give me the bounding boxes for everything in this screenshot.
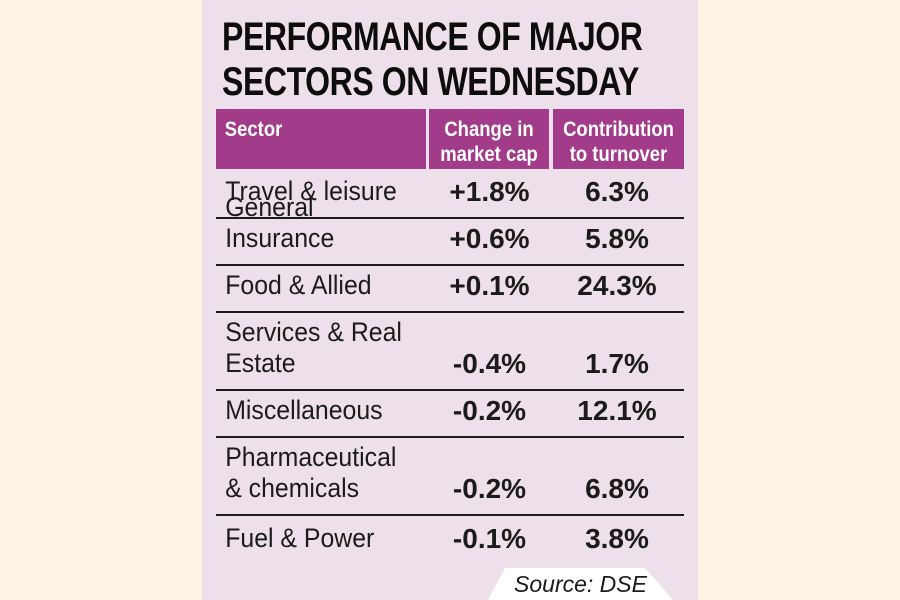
table-body: Travel & leisure +1.8% 6.3% General Insu… xyxy=(216,169,684,564)
header-label-change-in-market-cap: Change in market cap xyxy=(440,118,538,166)
table-row: Fuel & Power -0.1% 3.8% xyxy=(216,516,684,564)
panel-title: PERFORMANCE OF MAJOR SECTORS ON WEDNESDA… xyxy=(222,15,643,105)
sector-name: Fuel & Power xyxy=(225,523,375,553)
table-row: Food & Allied +0.1% 24.3% xyxy=(216,266,684,313)
sector-name: Miscellaneous xyxy=(225,395,383,425)
source-tag: Source: DSE xyxy=(488,568,673,600)
contribution-value: 24.3% xyxy=(577,270,657,301)
sector-name: Services & Real Estate xyxy=(225,317,402,378)
sector-name: Travel & leisure xyxy=(225,176,397,206)
header-cell-contribution-to-turnover: Contribution to turnover xyxy=(553,109,684,169)
header-cell-change-in-market-cap: Change in market cap xyxy=(429,109,549,169)
contribution-value: 3.8% xyxy=(585,523,649,554)
table-row: Services & Real Estate -0.4% 1.7% xyxy=(216,313,684,391)
header-cell-sector: Sector xyxy=(216,109,426,169)
table-row: General Insurance +0.6% 5.8% xyxy=(216,192,684,266)
change-value: +1.8% xyxy=(449,176,530,207)
sectors-infographic-panel: PERFORMANCE OF MAJOR SECTORS ON WEDNESDA… xyxy=(202,0,698,600)
sector-name: Food & Allied xyxy=(225,270,372,300)
change-value: -0.2% xyxy=(452,473,527,504)
title-line-2: SECTORS ON WEDNESDAY xyxy=(222,60,639,104)
source-label: Source: DSE xyxy=(514,571,647,597)
sector-name: General Insurance xyxy=(225,192,335,253)
table-header-row: Sector Change in market cap Contribution… xyxy=(202,109,698,169)
change-value: +0.6% xyxy=(449,223,530,254)
table-row: Pharmaceutical & chemicals -0.2% 6.8% xyxy=(216,438,684,516)
contribution-value: 1.7% xyxy=(585,348,649,379)
contribution-value: 6.8% xyxy=(585,473,649,504)
change-value: +0.1% xyxy=(449,270,530,301)
sector-name: Pharmaceutical & chemicals xyxy=(225,442,397,503)
table-row: Miscellaneous -0.2% 12.1% xyxy=(216,391,684,438)
contribution-value: 6.3% xyxy=(585,176,649,207)
table-row: Travel & leisure +1.8% 6.3% xyxy=(216,169,684,219)
title-line-1: PERFORMANCE OF MAJOR xyxy=(222,15,643,59)
change-value: -0.2% xyxy=(452,395,527,426)
header-label-sector: Sector xyxy=(224,118,283,141)
header-label-contribution-to-turnover: Contribution to turnover xyxy=(563,118,674,166)
contribution-value: 12.1% xyxy=(577,395,657,426)
change-value: -0.1% xyxy=(452,523,527,554)
change-value: -0.4% xyxy=(452,348,527,379)
contribution-value: 5.8% xyxy=(585,223,649,254)
